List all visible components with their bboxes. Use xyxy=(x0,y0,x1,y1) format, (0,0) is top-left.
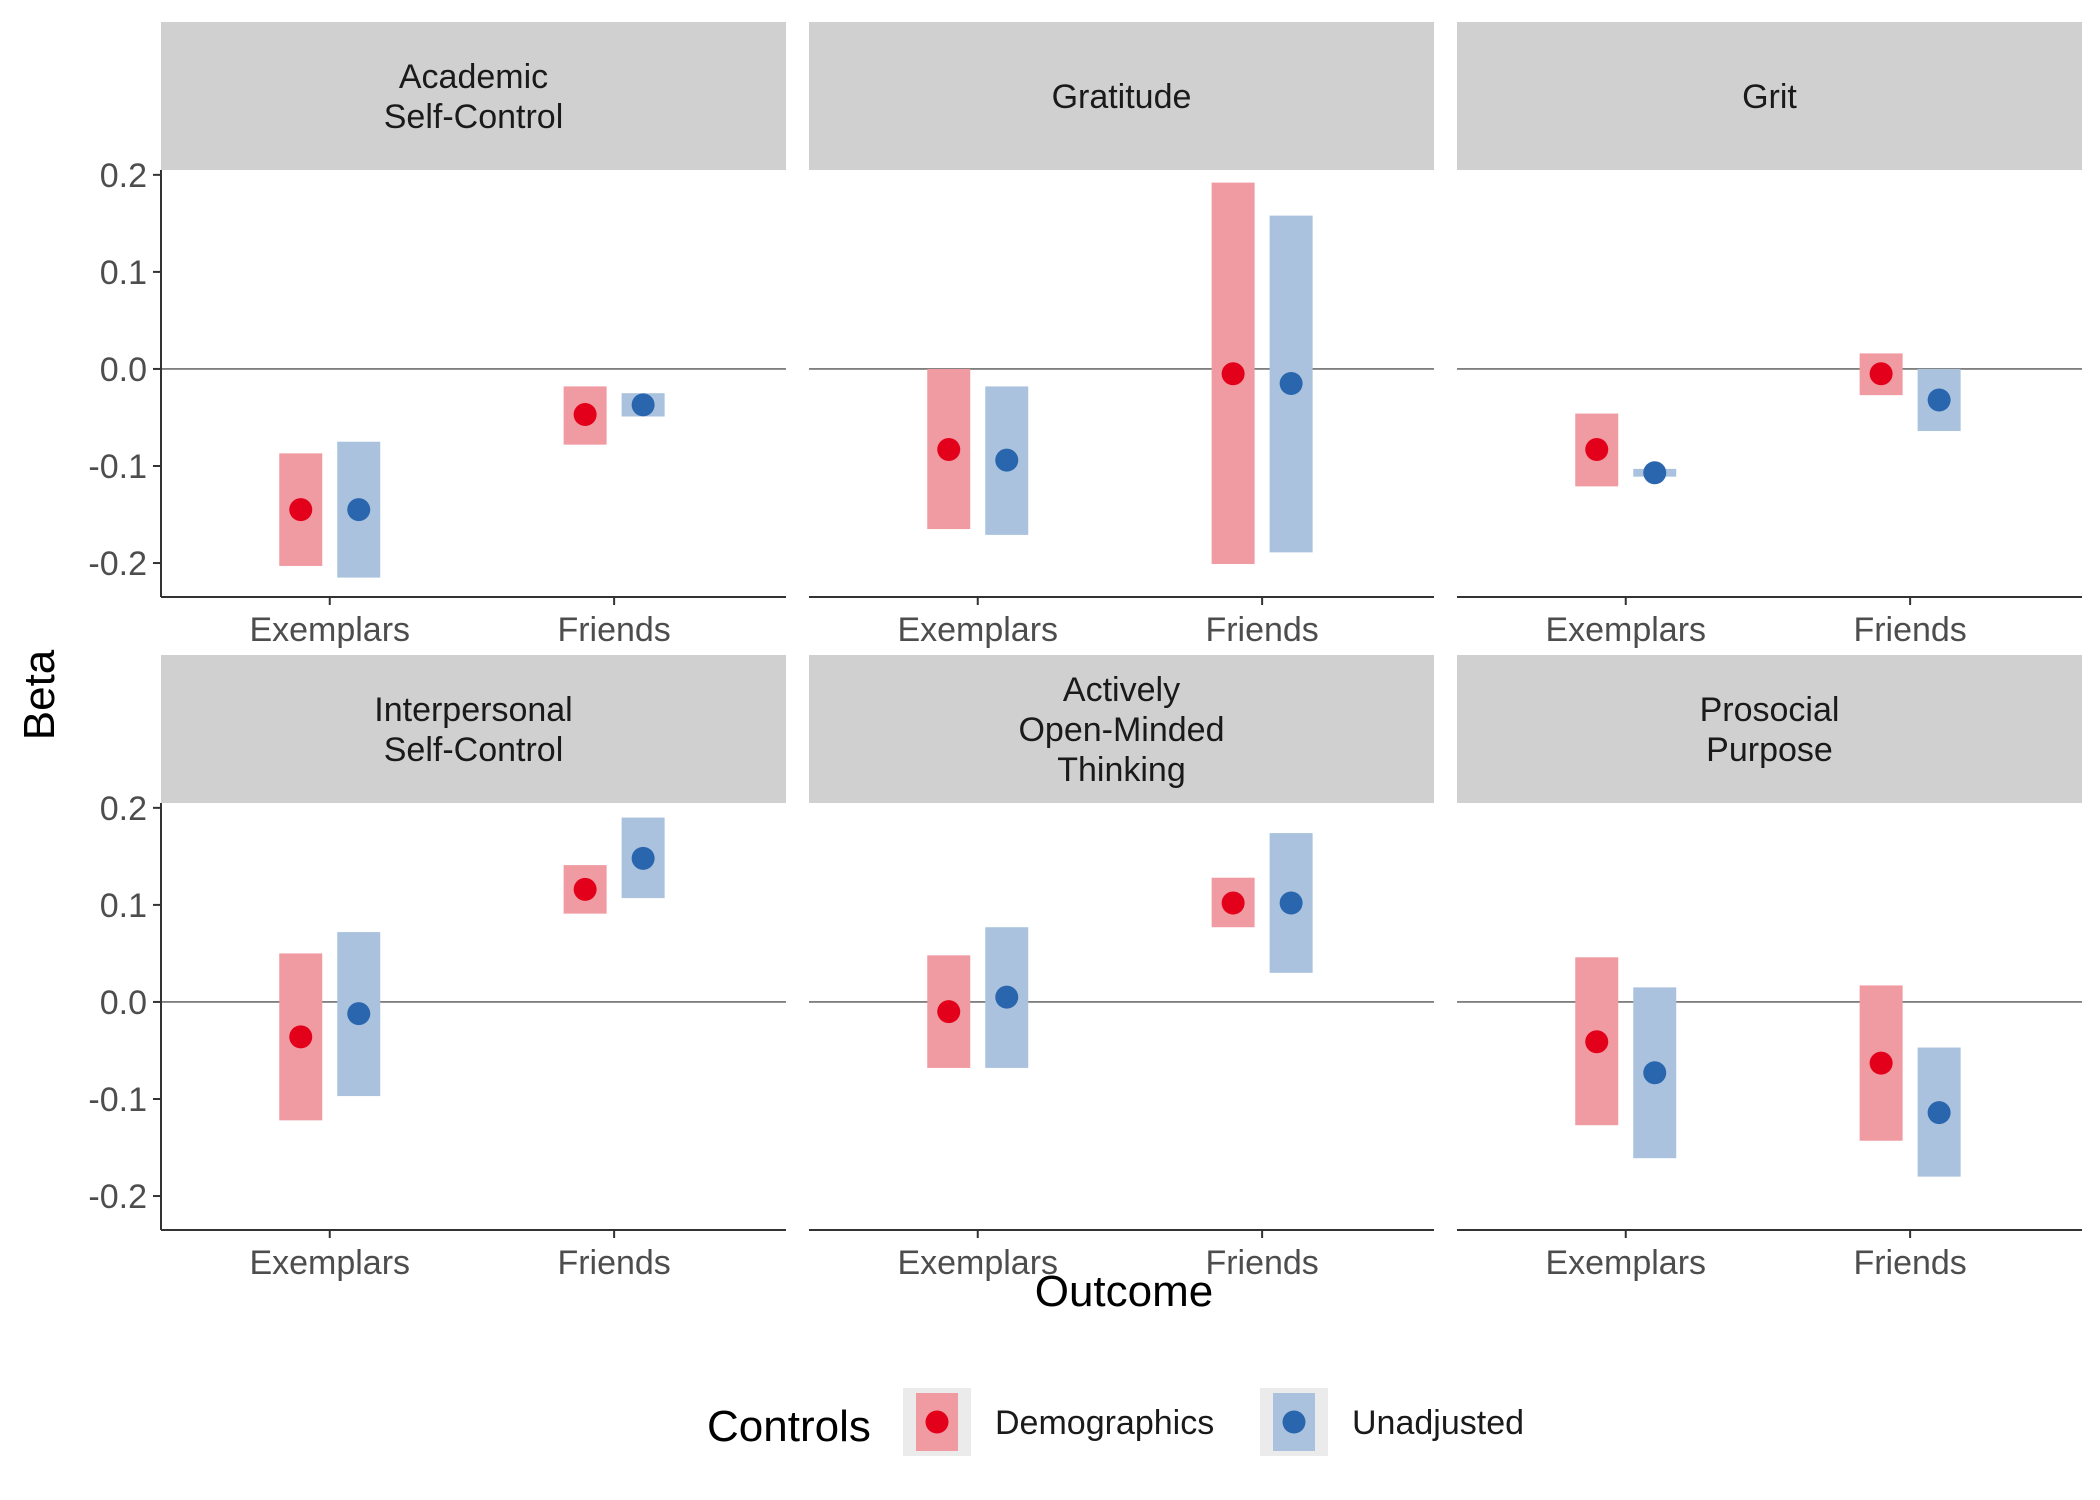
estimate-point xyxy=(1585,1030,1609,1054)
estimate-point xyxy=(937,1000,961,1024)
legend-title: Controls xyxy=(707,1402,871,1451)
estimate-point xyxy=(1869,362,1893,386)
y-tick-label: 0.1 xyxy=(100,254,147,292)
y-tick-label: -0.2 xyxy=(88,545,147,583)
y-tick-label: -0.1 xyxy=(88,1081,147,1119)
legend-items: Demographics Unadjusted xyxy=(903,1388,1524,1456)
y-tick-label: -0.1 xyxy=(88,448,147,486)
facet-title-line: Interpersonal xyxy=(374,691,572,729)
facet-title-line: Gratitude xyxy=(1052,78,1192,116)
legend-item: Demographics xyxy=(903,1388,1214,1456)
estimate-point xyxy=(995,448,1019,472)
x-tick-label: Exemplars xyxy=(249,611,410,649)
estimate-point xyxy=(289,498,313,522)
x-tick-label: Friends xyxy=(1205,1244,1318,1282)
estimate-point xyxy=(1927,388,1951,412)
facet-strip xyxy=(809,22,1434,170)
facet-strip xyxy=(1457,22,2082,170)
estimate-point xyxy=(1927,1101,1951,1125)
estimate-point xyxy=(995,985,1019,1009)
y-axis-title: Beta xyxy=(15,649,64,740)
facet-title-line: Prosocial xyxy=(1700,691,1840,729)
y-tick-label: 0.0 xyxy=(100,984,147,1022)
x-tick-label: Friends xyxy=(1853,1244,1966,1282)
y-tick-label: -0.2 xyxy=(88,1178,147,1216)
estimate-point xyxy=(631,846,655,870)
estimate-point xyxy=(1279,372,1303,395)
y-tick-label: 0.2 xyxy=(100,157,147,195)
legend: Controls Demographics Unadjusted xyxy=(707,1388,1524,1456)
estimate-point xyxy=(937,437,961,461)
estimate-point xyxy=(347,1002,371,1026)
x-tick-label: Friends xyxy=(1205,611,1318,649)
facet-strip xyxy=(161,655,786,803)
estimate-point xyxy=(1221,362,1245,386)
estimate-point xyxy=(573,403,597,427)
x-tick-label: Exemplars xyxy=(1545,1244,1706,1282)
estimate-point xyxy=(1869,1051,1893,1075)
x-tick-label: Exemplars xyxy=(249,1244,410,1282)
legend-key-point xyxy=(1282,1410,1306,1434)
facet-strip xyxy=(809,655,1434,803)
estimate-point xyxy=(1221,891,1245,915)
y-tick-label: 0.0 xyxy=(100,351,147,389)
facet-title-line: Self-Control xyxy=(384,731,564,769)
x-axis-title: Outcome xyxy=(1035,1267,1214,1316)
estimate-point xyxy=(573,877,597,901)
y-tick-label: 0.1 xyxy=(100,887,147,925)
x-tick-label: Friends xyxy=(557,1244,670,1282)
facet-title-line: Self-Control xyxy=(384,98,564,136)
estimate-point xyxy=(1585,437,1609,461)
x-tick-label: Friends xyxy=(1853,611,1966,649)
legend-item-label: Unadjusted xyxy=(1352,1404,1524,1442)
estimate-point xyxy=(631,393,655,417)
facet-title-line: Grit xyxy=(1742,78,1797,116)
legend-item-label: Demographics xyxy=(995,1404,1214,1442)
facet-title-line: Academic xyxy=(399,58,548,96)
estimate-point xyxy=(1279,891,1303,915)
facet-strip xyxy=(161,22,786,170)
estimate-point xyxy=(1643,461,1667,485)
facet-title-line: Thinking xyxy=(1057,751,1186,789)
x-tick-label: Exemplars xyxy=(897,1244,1058,1282)
facet-panel: Gratitude Exemplars Friends xyxy=(809,22,1434,649)
facet-strip xyxy=(1457,655,2082,803)
x-tick-label: Exemplars xyxy=(1545,611,1706,649)
y-tick-label: 0.2 xyxy=(100,790,147,828)
estimate-point xyxy=(347,498,371,522)
facet-title-line: Open-Minded xyxy=(1018,711,1224,749)
facet-title-line: Purpose xyxy=(1706,731,1833,769)
x-tick-label: Friends xyxy=(557,611,670,649)
facet-panel: Grit Exemplars Friends xyxy=(1457,22,2082,649)
x-tick-label: Exemplars xyxy=(897,611,1058,649)
estimate-point xyxy=(289,1025,313,1049)
facet-title-line: Actively xyxy=(1063,671,1180,709)
legend-key-point xyxy=(925,1410,949,1434)
legend-item: Unadjusted xyxy=(1260,1388,1524,1456)
estimate-point xyxy=(1643,1061,1667,1085)
